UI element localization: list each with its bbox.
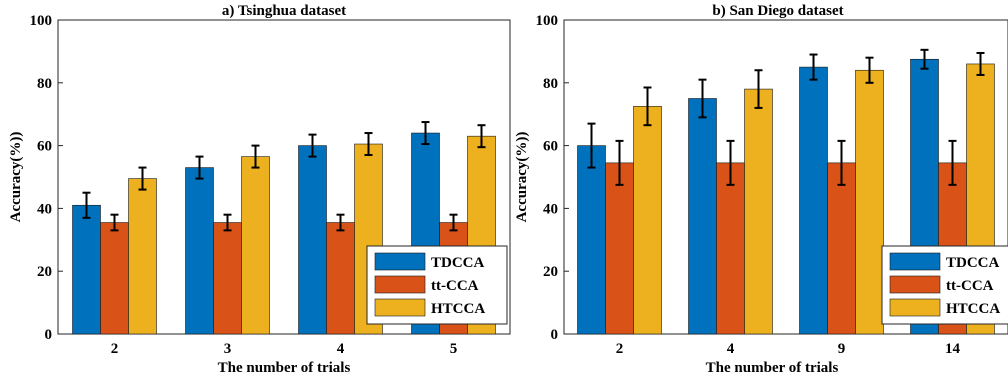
y-tick-label: 60 xyxy=(37,139,52,155)
y-tick-label: 80 xyxy=(543,76,558,92)
y-tick-label: 0 xyxy=(45,327,53,343)
y-tick-label: 20 xyxy=(543,264,558,280)
x-tick-label: 9 xyxy=(838,341,846,357)
bar-tt-cca-2 xyxy=(605,162,634,335)
bar-tdcca-2 xyxy=(72,204,101,335)
legend-label-htcca: HTCCA xyxy=(946,301,1000,317)
legend: TDCCA tt-CCA HTCCA xyxy=(881,245,1008,325)
bar-tdcca-4 xyxy=(298,145,327,335)
y-tick-label: 80 xyxy=(37,76,52,92)
legend-label-htcca: HTCCA xyxy=(431,301,485,317)
chart-title: b) San Diego dataset xyxy=(712,3,843,19)
bar-tdcca-3 xyxy=(185,167,214,335)
bar-tdcca-9 xyxy=(799,66,828,335)
chart-panel-1: 0 20 40 60 80 100 2 3 4 5 a) Tsinghua dataset The n… xyxy=(8,3,511,376)
legend-swatch-htcca xyxy=(374,298,426,317)
x-tick-label: 14 xyxy=(945,341,961,357)
y-tick-label: 100 xyxy=(536,13,559,29)
x-axis-label: The number of trials xyxy=(706,360,839,376)
bar-tt-cca-4 xyxy=(716,162,745,335)
chart-panel-2: 0 20 40 60 80 100 2 4 9 14 b) San Diego dataset The… xyxy=(514,3,1008,376)
legend-label-tt-cca: tt-CCA xyxy=(431,278,479,294)
legend-swatch-tt-cca xyxy=(374,275,426,294)
legend-swatch-tdcca xyxy=(374,252,426,271)
x-tick-label: 5 xyxy=(450,341,458,357)
y-tick-label: 0 xyxy=(551,327,559,343)
legend-label-tt-cca: tt-CCA xyxy=(946,278,994,294)
bar-tt-cca-9 xyxy=(827,162,856,335)
legend-label-tdcca: TDCCA xyxy=(431,255,485,271)
bar-htcca-4 xyxy=(744,88,773,335)
bar-htcca-9 xyxy=(855,69,884,335)
legend-label-tdcca: TDCCA xyxy=(946,255,1000,271)
x-tick-label: 4 xyxy=(727,341,735,357)
bar-tdcca-2 xyxy=(577,145,606,335)
legend: TDCCA tt-CCA HTCCA xyxy=(366,245,508,325)
y-tick-label: 40 xyxy=(543,201,558,217)
x-tick-label: 2 xyxy=(616,341,624,357)
bar-tt-cca-2 xyxy=(100,222,129,335)
y-tick-label: 20 xyxy=(37,264,52,280)
bar-htcca-2 xyxy=(633,106,662,335)
bar-tdcca-4 xyxy=(688,98,717,335)
y-tick-label: 60 xyxy=(543,139,558,155)
legend-swatch-htcca xyxy=(889,298,941,317)
y-tick-label: 40 xyxy=(37,201,52,217)
bar-tt-cca-4 xyxy=(326,222,355,335)
x-tick-label: 3 xyxy=(224,341,232,357)
x-axis-label: The number of trials xyxy=(218,360,351,376)
bar-htcca-2 xyxy=(128,178,157,335)
legend-swatch-tdcca xyxy=(889,252,941,271)
bar-tt-cca-3 xyxy=(213,222,242,335)
y-axis-label: Accuracy(%)) xyxy=(514,132,530,223)
y-axis-label: Accuracy(%)) xyxy=(8,132,24,223)
bar-htcca-3 xyxy=(241,156,270,335)
x-tick-label: 2 xyxy=(111,341,119,357)
y-tick-label: 100 xyxy=(30,13,53,29)
x-tick-label: 4 xyxy=(337,341,345,357)
chart-title: a) Tsinghua dataset xyxy=(222,3,346,19)
legend-swatch-tt-cca xyxy=(889,275,941,294)
